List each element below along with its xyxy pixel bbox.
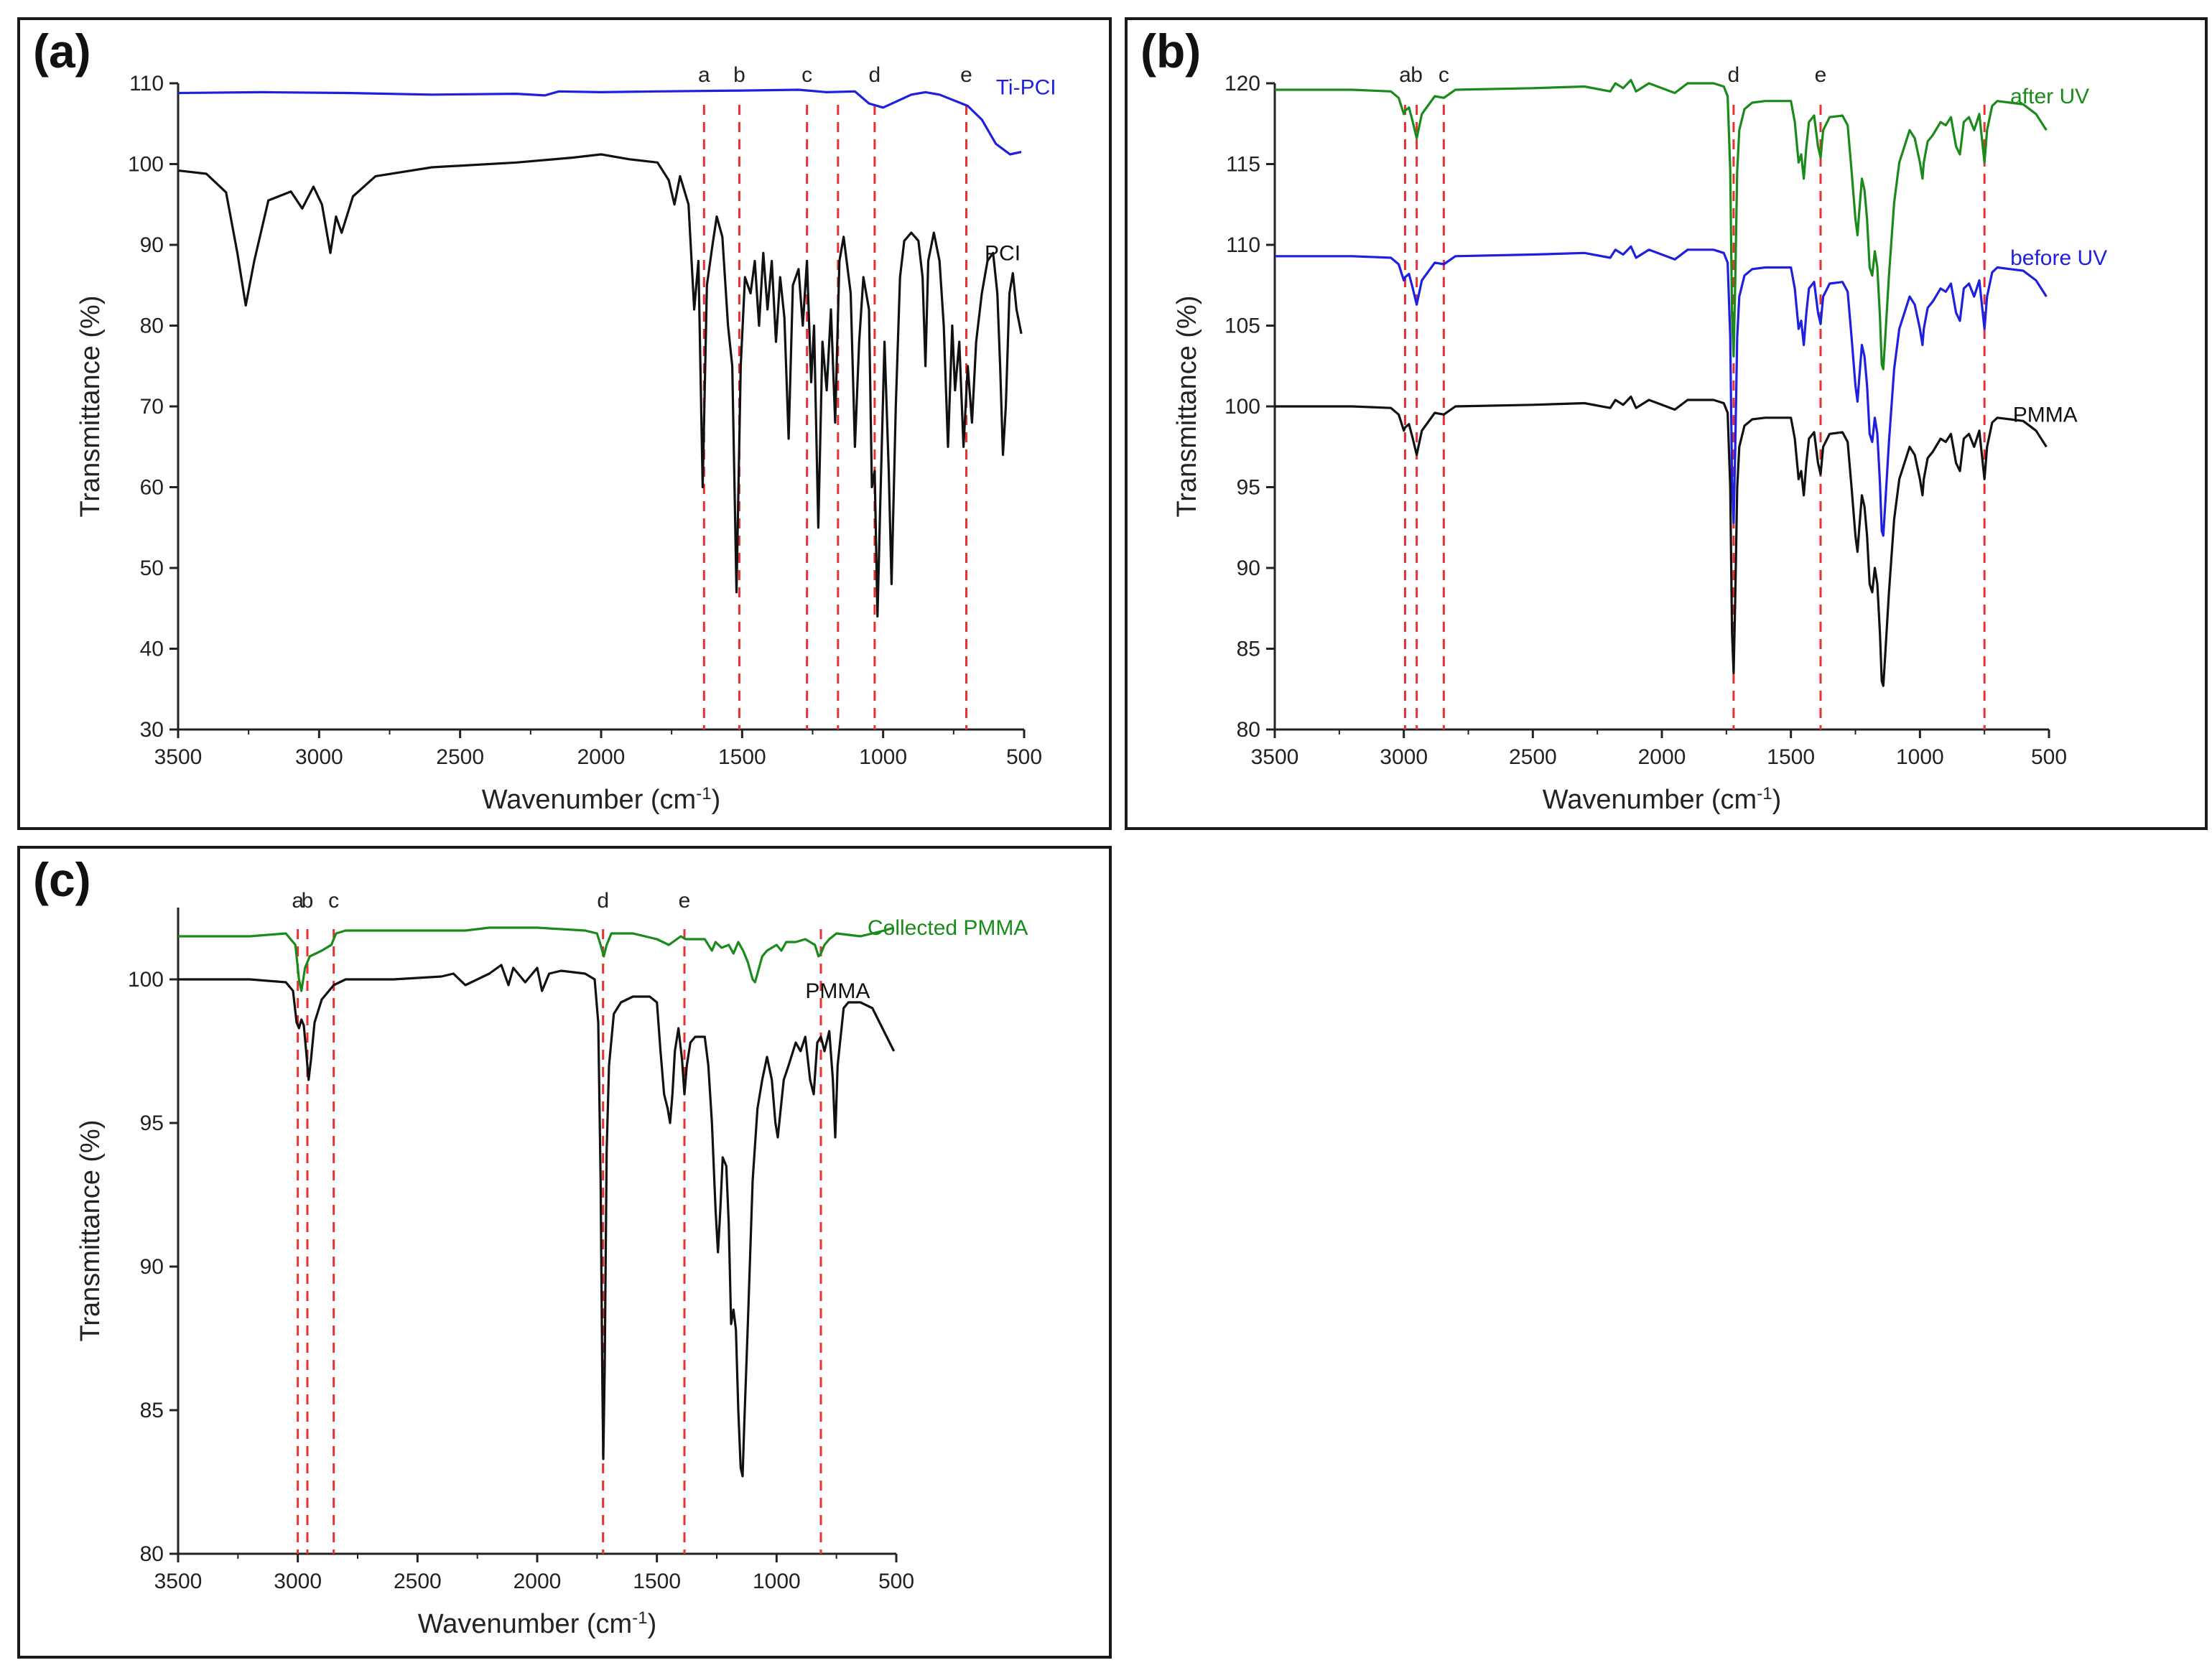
y-tick-label: 100 xyxy=(1224,395,1260,419)
marker-label-d: d xyxy=(597,889,609,913)
panel-label: (b) xyxy=(1140,24,1201,78)
panel-label: (c) xyxy=(33,853,91,906)
panel-a: (a) 3500 3000 2500 2000 1500 1000 500 30 40 50 60 70… xyxy=(17,17,1112,830)
series-line-1 xyxy=(177,153,1023,618)
x-tick-label: 3000 xyxy=(1380,745,1428,769)
marker-label-e: e xyxy=(1815,63,1827,87)
chart-svg-2: (c) 3500 3000 2500 2000 1500 1000 500 80 85 90 95 10… xyxy=(33,853,1028,1640)
y-tick-label: 100 xyxy=(128,968,164,992)
y-tick-label: 90 xyxy=(1237,556,1260,580)
x-tick-label: 2500 xyxy=(436,745,484,769)
y-tick-label: 110 xyxy=(129,72,164,95)
marker-label-d: d xyxy=(869,63,881,87)
series-label-0: after UV xyxy=(2010,85,2089,108)
series-label-2: PMMA xyxy=(2013,403,2078,427)
x-tick-label: 3000 xyxy=(295,745,343,769)
y-axis-title: Transmittance (%) xyxy=(75,296,106,518)
series-line-1 xyxy=(1275,245,2048,537)
marker-label-b: b xyxy=(302,889,314,913)
x-tick-label: 1500 xyxy=(633,1570,681,1593)
x-axis-title: Wavenumber (cm-1) xyxy=(482,784,720,816)
series-label-1: PMMA xyxy=(805,979,870,1003)
x-tick-label: 1000 xyxy=(859,745,907,769)
marker-label-a: a xyxy=(292,889,304,913)
y-tick-label: 120 xyxy=(1224,72,1260,95)
x-tick-label: 1500 xyxy=(718,745,766,769)
marker-label-b: b xyxy=(733,63,745,87)
y-tick-label: 85 xyxy=(140,1399,164,1422)
y-axis-title: Transmittance (%) xyxy=(1172,296,1202,518)
y-tick-label: 50 xyxy=(140,556,164,580)
x-tick-label: 3500 xyxy=(154,745,203,769)
panel-label: (a) xyxy=(33,24,91,78)
marker-label-a: a xyxy=(1399,63,1411,87)
chart-svg-1: (b) 3500 3000 2500 2000 1500 1000 500 80 85 90 95 10… xyxy=(1140,24,2107,816)
x-tick-label: 2000 xyxy=(1638,745,1686,769)
panel-c: (c) 3500 3000 2500 2000 1500 1000 500 80 85 90 95 10… xyxy=(17,846,1112,1659)
y-tick-label: 85 xyxy=(1237,638,1260,661)
panel-b: (b) 3500 3000 2500 2000 1500 1000 500 80 85 90 95 10… xyxy=(1125,17,2208,830)
series-label-1: before UV xyxy=(2010,246,2107,270)
marker-label-a: a xyxy=(698,63,710,87)
marker-label-e: e xyxy=(679,889,691,913)
x-tick-label: 3500 xyxy=(1251,745,1299,769)
x-axis-title: Wavenumber (cm-1) xyxy=(1543,784,1781,816)
x-tick-label: 3500 xyxy=(154,1570,203,1593)
y-tick-label: 95 xyxy=(140,1111,164,1135)
series-label-1: PCI xyxy=(985,241,1021,265)
marker-label-d: d xyxy=(1728,63,1740,87)
series-line-0 xyxy=(1275,78,2048,370)
chart-svg-0: (a) 3500 3000 2500 2000 1500 1000 500 30 40 50 60 70… xyxy=(33,24,1056,816)
x-tick-label: 2000 xyxy=(577,745,626,769)
x-axis-title: Wavenumber (cm-1) xyxy=(418,1608,656,1640)
x-tick-label: 3000 xyxy=(274,1570,322,1593)
x-tick-label: 2000 xyxy=(514,1570,562,1593)
series-line-2 xyxy=(1275,395,2048,687)
y-tick-label: 80 xyxy=(140,314,164,338)
y-tick-label: 40 xyxy=(140,638,164,661)
series-label-0: Ti-PCI xyxy=(996,76,1056,100)
y-tick-label: 80 xyxy=(140,1542,164,1566)
marker-label-b: b xyxy=(1411,63,1423,87)
y-tick-label: 70 xyxy=(140,395,164,419)
y-tick-label: 80 xyxy=(1237,718,1260,742)
series-label-0: Collected PMMA xyxy=(868,916,1028,940)
x-tick-label: 1000 xyxy=(1896,745,1944,769)
y-tick-label: 110 xyxy=(1226,233,1260,257)
x-tick-label: 2500 xyxy=(1509,745,1557,769)
series-line-0 xyxy=(177,88,1022,156)
marker-label-e: e xyxy=(960,63,972,87)
y-tick-label: 100 xyxy=(128,153,164,177)
marker-label-c: c xyxy=(801,63,812,87)
marker-label-c: c xyxy=(1439,63,1449,87)
x-tick-label: 1500 xyxy=(1767,745,1815,769)
y-tick-label: 115 xyxy=(1226,153,1260,177)
y-tick-label: 95 xyxy=(1237,476,1260,500)
y-tick-label: 90 xyxy=(140,1255,164,1279)
x-tick-label: 500 xyxy=(1006,745,1042,769)
y-tick-label: 30 xyxy=(140,718,164,742)
series-line-0 xyxy=(178,926,895,992)
y-tick-label: 90 xyxy=(140,233,164,257)
marker-label-c: c xyxy=(328,889,339,913)
series-line-1 xyxy=(178,964,896,1478)
y-tick-label: 105 xyxy=(1224,314,1260,338)
x-tick-label: 2500 xyxy=(394,1570,442,1593)
y-axis-title: Transmittance (%) xyxy=(75,1120,106,1342)
x-tick-label: 1000 xyxy=(753,1570,801,1593)
y-tick-label: 60 xyxy=(140,476,164,500)
x-tick-label: 500 xyxy=(878,1570,914,1593)
x-tick-label: 500 xyxy=(2031,745,2067,769)
